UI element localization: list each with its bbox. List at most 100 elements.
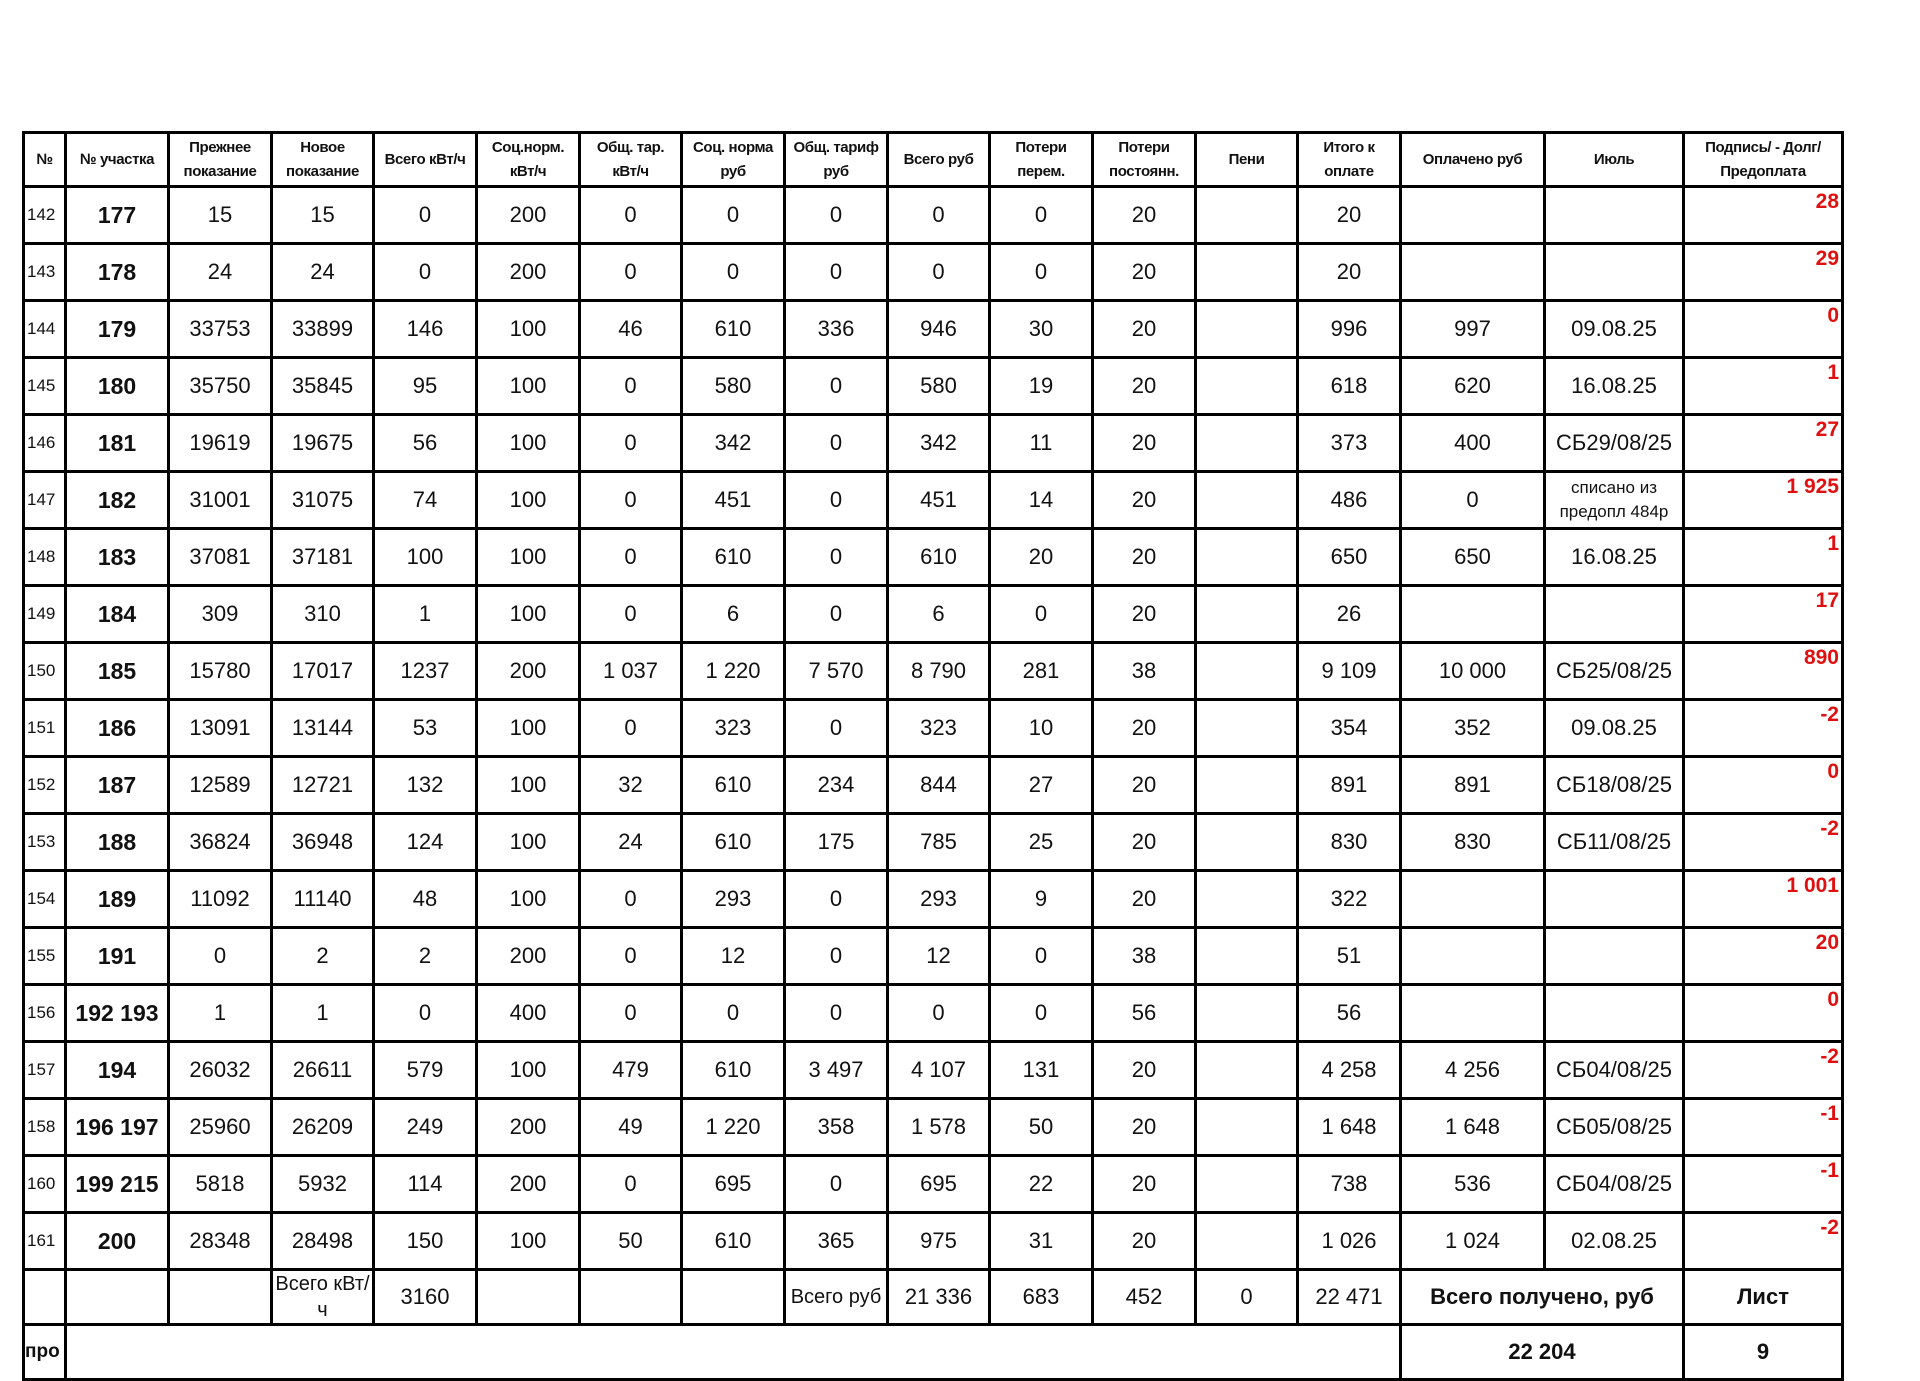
table-row: 152 187 12589 12721 132 100 32 610 234 844 27 20 891… [22,755,1844,815]
july-note [1543,242,1685,302]
losses-constant: 20 [1091,356,1197,416]
debt-prepayment: -2 [1682,1211,1844,1271]
total-kwh: 0 [372,185,478,245]
july-note [1543,185,1685,245]
social-norm-kwh: 100 [475,356,581,416]
penalty [1194,1154,1299,1214]
losses-variable: 31 [988,1211,1094,1271]
header-total-rub: Всего руб [886,131,991,188]
row-number: 146 [22,413,67,473]
total-rub: 844 [886,755,991,815]
total-to-pay: 650 [1296,527,1402,587]
losses-variable: 131 [988,1040,1094,1100]
social-norm-kwh: 100 [475,470,581,530]
general-tariff-rub: 234 [783,755,889,815]
social-norm-rub: 451 [680,470,786,530]
row-number: 154 [22,869,67,929]
total-kwh-label: Всего кВт/ч [270,1268,375,1326]
total-to-pay: 56 [1296,983,1402,1043]
paid-rub [1399,983,1546,1043]
total-to-pay: 322 [1296,869,1402,929]
table-row: 146 181 19619 19675 56 100 0 342 0 342 11 20 373 400 С… [22,413,1844,473]
penalty [1194,869,1299,929]
total-kwh: 53 [372,698,478,758]
previous-reading: 26032 [167,1040,273,1100]
plot-number: 191 [64,926,170,986]
total-kwh: 56 [372,413,478,473]
penalty [1194,1211,1299,1271]
losses-constant: 20 [1091,1211,1197,1271]
total-kwh: 579 [372,1040,478,1100]
total-kwh: 132 [372,755,478,815]
table-row: 151 186 13091 13144 53 100 0 323 0 323 10 20 354 352 0… [22,698,1844,758]
plot-number: 184 [64,584,170,644]
header-new-reading: Новое показание [270,131,375,188]
plot-number: 188 [64,812,170,872]
paid-rub: 620 [1399,356,1546,416]
losses-constant: 20 [1091,755,1197,815]
total-kwh: 1 [372,584,478,644]
row-number: 155 [22,926,67,986]
general-tariff-kwh: 479 [578,1040,683,1100]
plot-number: 177 [64,185,170,245]
july-note: 16.08.25 [1543,356,1685,416]
previous-reading: 24 [167,242,273,302]
debt-prepayment: -1 [1682,1097,1844,1157]
general-tariff-kwh: 0 [578,869,683,929]
row-number: 152 [22,755,67,815]
general-tariff-rub: 3 497 [783,1040,889,1100]
total-received: 22 204 [1399,1323,1685,1381]
row-number: 142 [22,185,67,245]
losses-constant: 20 [1091,1154,1197,1214]
new-reading: 36948 [270,812,375,872]
july-note: СБ25/08/25 [1543,641,1685,701]
july-note [1543,926,1685,986]
penalty [1194,299,1299,359]
previous-reading: 33753 [167,299,273,359]
social-norm-rub: 610 [680,1211,786,1271]
total-received-label: Всего получено, руб [1399,1268,1685,1326]
total-rub-label: Всего руб [783,1268,889,1326]
penalty [1194,584,1299,644]
debt-prepayment: 1 [1682,356,1844,416]
header-losses-constant: Потери постоянн. [1091,131,1197,188]
penalty [1194,812,1299,872]
losses-constant: 20 [1091,242,1197,302]
header-social-norm-kwh: Соц.норм. кВт/ч [475,131,581,188]
total-rub: 21 336 [886,1268,991,1326]
losses-constant: 20 [1091,869,1197,929]
social-norm-kwh: 100 [475,413,581,473]
previous-reading: 5818 [167,1154,273,1214]
general-tariff-rub: 0 [783,869,889,929]
paid-rub: 536 [1399,1154,1546,1214]
general-tariff-rub: 358 [783,1097,889,1157]
general-tariff-rub: 0 [783,413,889,473]
total-rub: 695 [886,1154,991,1214]
losses-constant: 20 [1091,1097,1197,1157]
total-kwh: 0 [372,983,478,1043]
losses-variable: 20 [988,527,1094,587]
table-row: 154 189 11092 11140 48 100 0 293 0 293 9 20 322 1 001 [22,869,1844,929]
header-total-to-pay: Итого к оплате [1296,131,1402,188]
general-tariff-rub: 0 [783,185,889,245]
row-number: 144 [22,299,67,359]
losses-variable: 10 [988,698,1094,758]
total-to-pay: 20 [1296,242,1402,302]
total-rub: 0 [886,242,991,302]
empty-cell [167,1268,273,1326]
empty-cell [475,1268,581,1326]
july-note [1543,869,1685,929]
paid-rub [1399,242,1546,302]
losses-constant: 20 [1091,470,1197,530]
general-tariff-kwh: 49 [578,1097,683,1157]
general-tariff-kwh: 0 [578,698,683,758]
social-norm-rub: 580 [680,356,786,416]
plot-number: 179 [64,299,170,359]
penalty [1194,755,1299,815]
losses-variable: 22 [988,1154,1094,1214]
losses-variable: 14 [988,470,1094,530]
total-kwh: 95 [372,356,478,416]
row-number: 151 [22,698,67,758]
total-loss-var: 683 [988,1268,1094,1326]
losses-variable: 19 [988,356,1094,416]
